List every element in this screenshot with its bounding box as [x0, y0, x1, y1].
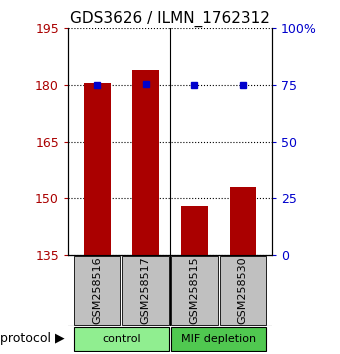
- Text: GSM258530: GSM258530: [238, 256, 248, 324]
- Bar: [74, 327, 169, 351]
- Text: MIF depletion: MIF depletion: [181, 334, 256, 344]
- Bar: [171, 256, 218, 325]
- Text: GSM258517: GSM258517: [141, 256, 151, 324]
- Text: protocol ▶: protocol ▶: [0, 332, 65, 346]
- Bar: [181, 206, 208, 255]
- Bar: [122, 256, 169, 325]
- Title: GDS3626 / ILMN_1762312: GDS3626 / ILMN_1762312: [70, 11, 270, 27]
- Bar: [74, 256, 120, 325]
- Bar: [230, 187, 256, 255]
- Bar: [171, 327, 266, 351]
- Bar: [132, 70, 159, 255]
- Text: GSM258515: GSM258515: [189, 256, 199, 324]
- Text: control: control: [102, 334, 141, 344]
- Bar: [220, 256, 266, 325]
- Bar: [84, 83, 110, 255]
- Text: GSM258516: GSM258516: [92, 256, 102, 324]
